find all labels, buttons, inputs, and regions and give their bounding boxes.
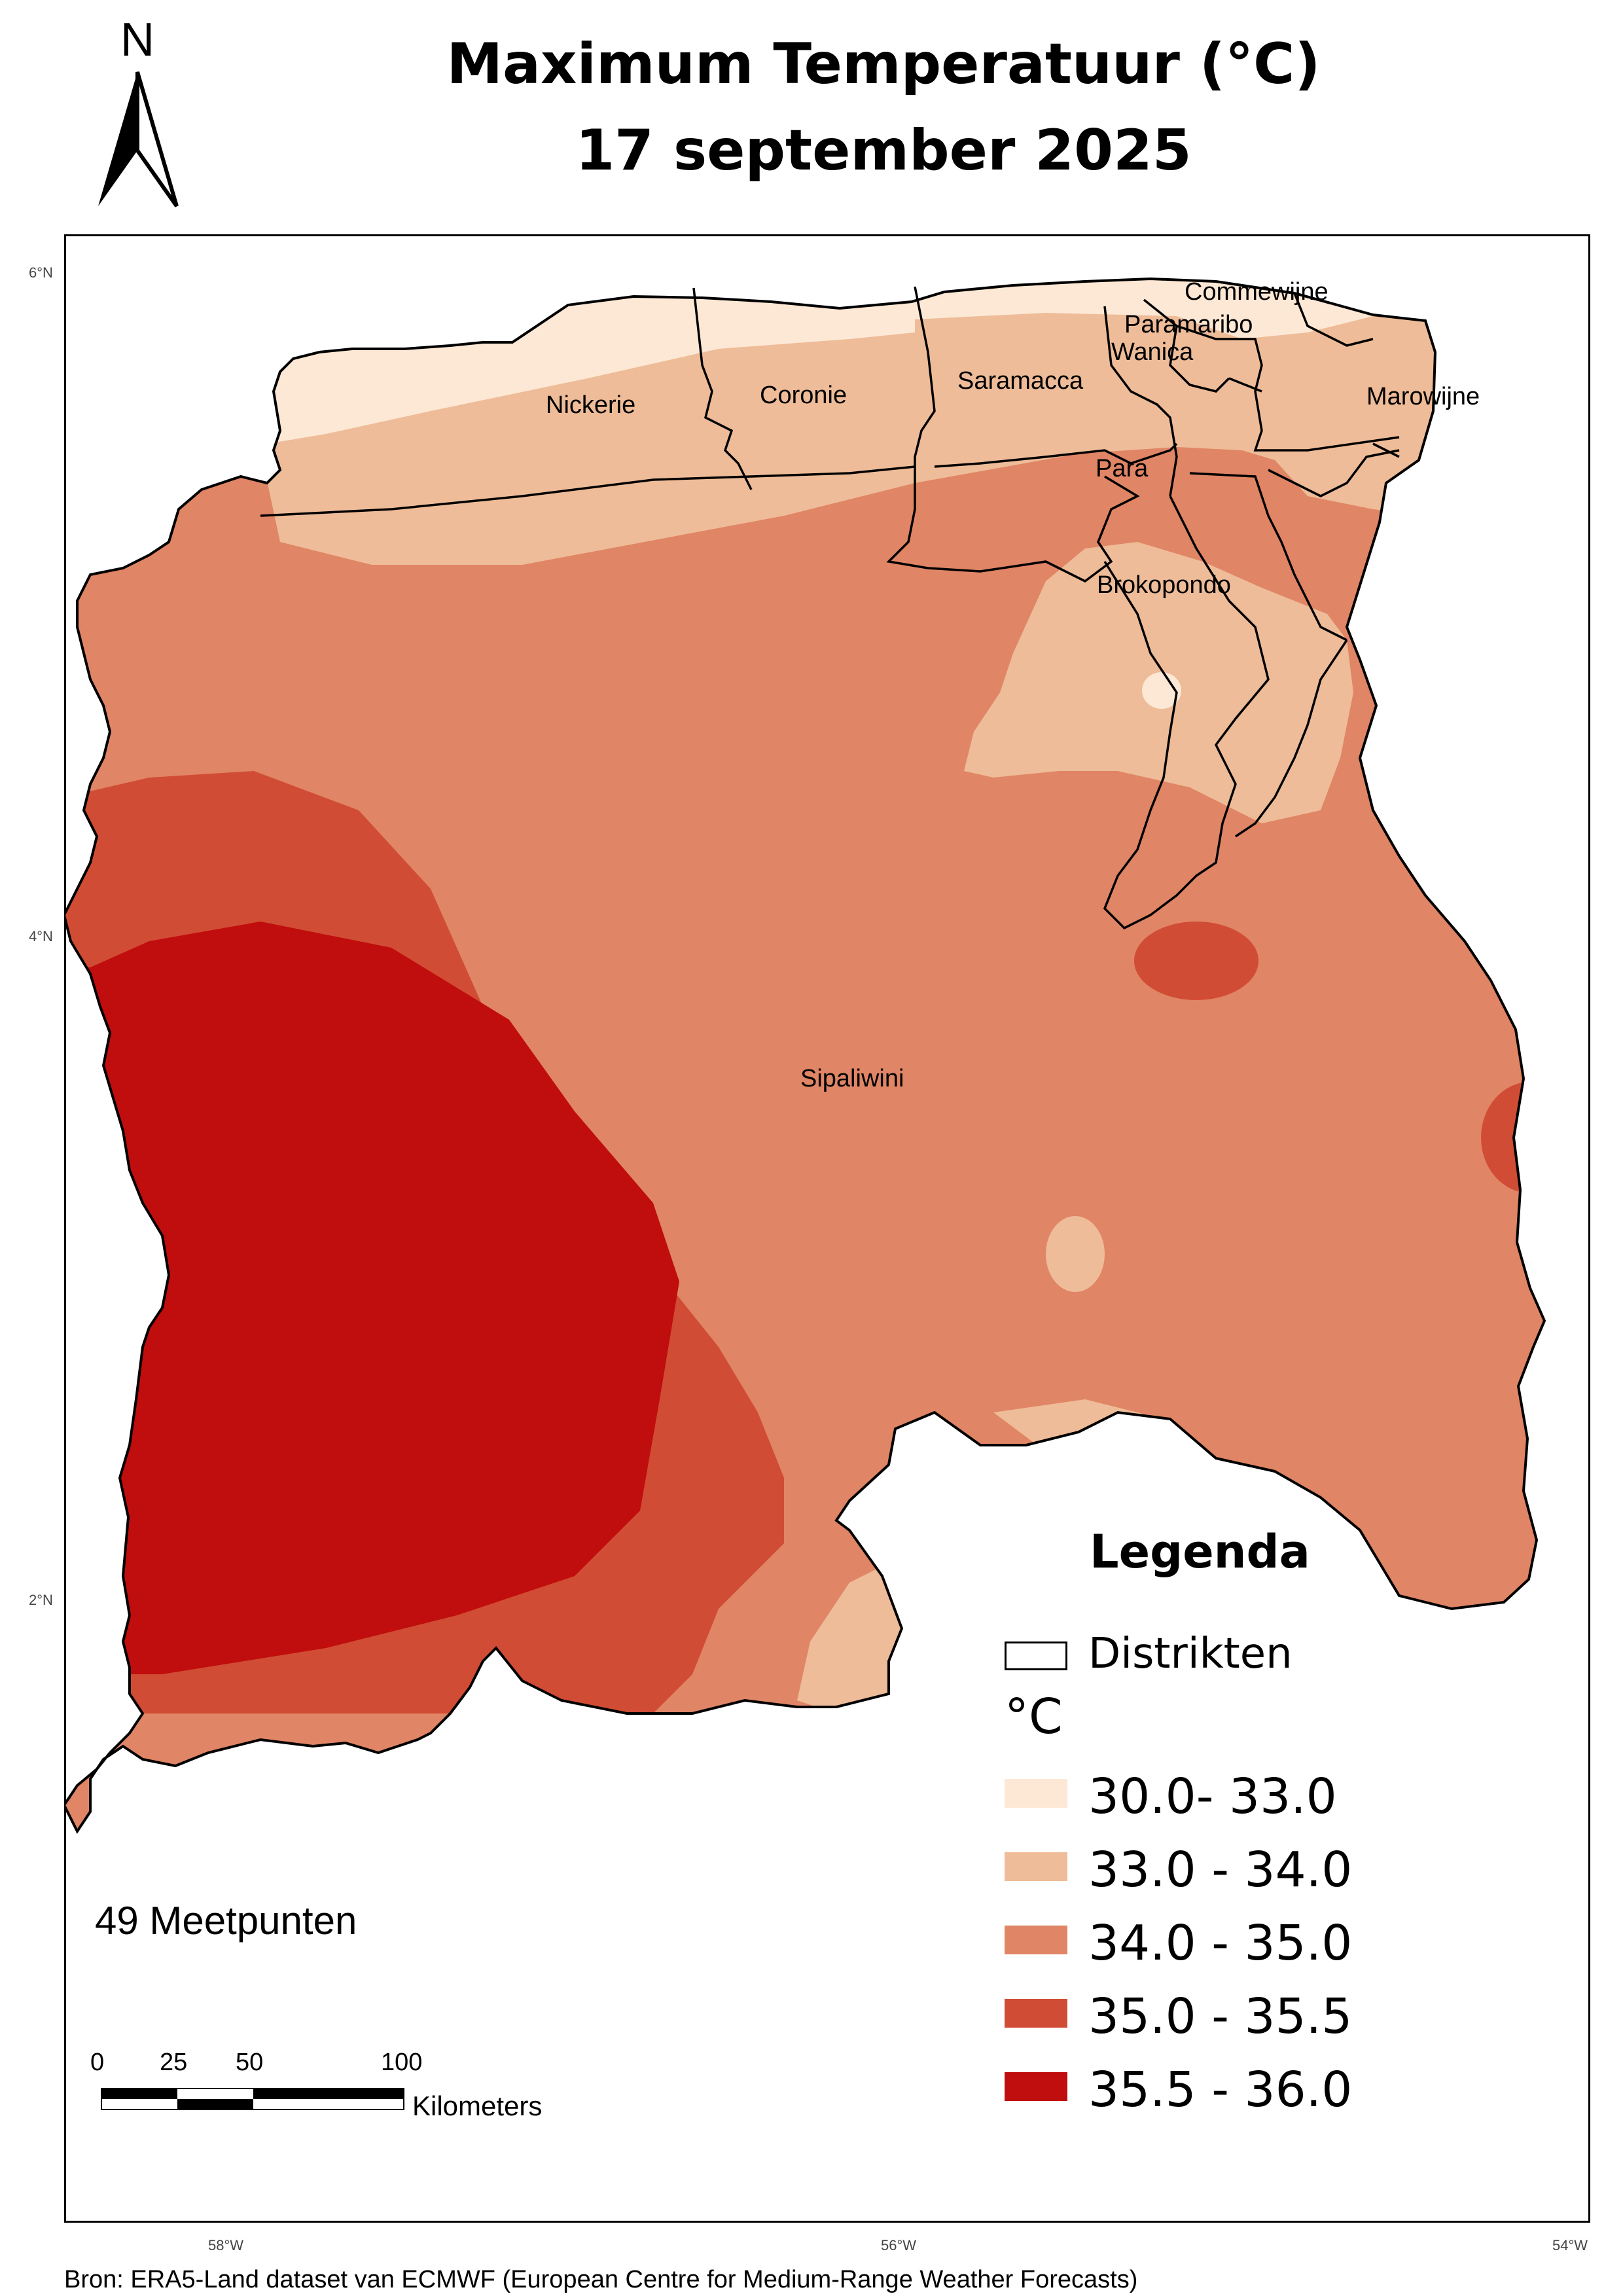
data-source: Bron: ERA5-Land dataset van ECMWF (Europ… bbox=[64, 2266, 1138, 2293]
lon-label-56w: 56°W bbox=[881, 2237, 917, 2253]
scale-tick-50: 50 bbox=[236, 2049, 264, 2076]
district-label-commewijne: Commewijne bbox=[1185, 278, 1329, 306]
legend-unit: °C bbox=[1005, 1689, 1063, 1745]
district-label-saramacca: Saramacca bbox=[957, 367, 1084, 395]
scale-bar: 0 25 50 100 Kilometers bbox=[90, 2049, 589, 2127]
lon-label-54w: 54°W bbox=[1552, 2237, 1588, 2253]
district-boundaries bbox=[260, 286, 1400, 930]
north-letter: N bbox=[120, 14, 154, 66]
station-count: 49 Meetpunten bbox=[95, 1899, 357, 1943]
legend-label-3: 34.0 - 35.0 bbox=[1088, 1915, 1353, 1971]
legend-label-5: 35.5 - 36.0 bbox=[1088, 2062, 1353, 2118]
scale-tick-0: 0 bbox=[90, 2049, 105, 2076]
map-canvas: Nickerie Coronie Saramacca Commewijne Pa… bbox=[64, 234, 1590, 2223]
legend-swatch-2 bbox=[1005, 1852, 1067, 1881]
scale-tick-25: 25 bbox=[160, 2049, 188, 2076]
legend-swatch-1 bbox=[1005, 1779, 1067, 1808]
zone-35-35_5-border bbox=[1481, 1082, 1544, 1193]
lat-label-2n: 2°N bbox=[29, 1592, 53, 1608]
district-label-sipaliwini: Sipaliwini bbox=[800, 1065, 904, 1092]
lon-label-58w: 58°W bbox=[208, 2237, 244, 2253]
district-labels: Nickerie Coronie Saramacca Commewijne Pa… bbox=[546, 278, 1480, 1092]
legend-title: Legenda bbox=[1090, 1525, 1310, 1579]
map-title-line1: Maximum Temperatuur (°C) bbox=[446, 31, 1321, 97]
legend: Legenda Distrikten °C 30.0- 33.0 33.0 - … bbox=[1005, 1525, 1528, 2147]
temperature-zones bbox=[64, 279, 1544, 1831]
north-arrow-icon bbox=[98, 71, 179, 207]
zone-35-35_5-east bbox=[1134, 922, 1258, 1000]
zone-30-33-spot bbox=[1142, 672, 1181, 709]
legend-label-2: 33.0 - 34.0 bbox=[1088, 1842, 1353, 1898]
scale-tick-100: 100 bbox=[381, 2049, 423, 2076]
legend-label-4: 35.0 - 35.5 bbox=[1088, 1988, 1353, 2045]
legend-swatch-3 bbox=[1005, 1926, 1067, 1954]
legend-swatch-4 bbox=[1005, 1999, 1067, 2028]
district-label-wanica: Wanica bbox=[1111, 338, 1194, 366]
zone-33-34-spot bbox=[1046, 1216, 1105, 1292]
scale-unit: Kilometers bbox=[412, 2090, 543, 2121]
zone-35_5-36 bbox=[64, 922, 679, 1674]
zone-30-33-east bbox=[915, 279, 1438, 339]
legend-districts-label: Distrikten bbox=[1088, 1630, 1293, 1678]
district-label-paramaribo: Paramaribo bbox=[1124, 311, 1253, 338]
district-label-para: Para bbox=[1096, 455, 1149, 482]
legend-label-1: 30.0- 33.0 bbox=[1088, 1768, 1337, 1825]
district-label-marowijne: Marowijne bbox=[1366, 383, 1480, 410]
scale-bar-graphic bbox=[101, 2088, 404, 2110]
lat-label-6n: 6°N bbox=[29, 264, 53, 281]
legend-districts-swatch bbox=[1005, 1641, 1067, 1670]
district-label-coronie: Coronie bbox=[760, 382, 847, 409]
lat-label-4n: 4°N bbox=[29, 928, 53, 944]
map-frame-border bbox=[64, 234, 1590, 2223]
district-label-nickerie: Nickerie bbox=[546, 391, 635, 419]
legend-swatch-5 bbox=[1005, 2072, 1067, 2101]
district-label-brokopondo: Brokopondo bbox=[1097, 571, 1231, 599]
north-arrow: N bbox=[92, 13, 183, 209]
map-title-line2: 17 september 2025 bbox=[575, 118, 1192, 183]
